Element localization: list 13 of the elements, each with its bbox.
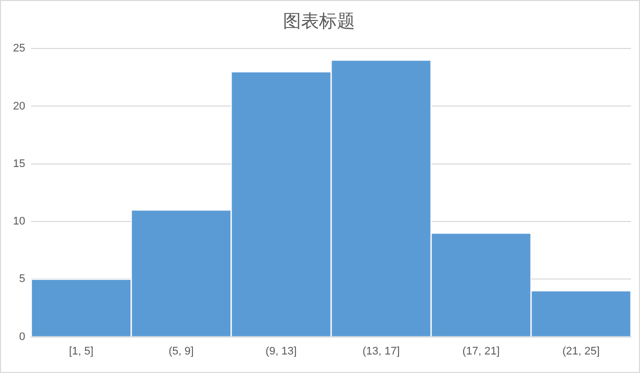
x-tick-label: (13, 17] [362,345,400,358]
x-tick-label: (9, 13] [266,345,297,358]
x-tick-label: (21, 25] [562,345,600,358]
chart-title: 图表标题 [283,10,355,31]
x-tick-label: (5, 9] [168,345,194,358]
y-tick-label: 25 [12,42,26,55]
x-tick-label: (17, 21] [462,345,500,358]
x-tick-label: [1, 5] [68,345,94,358]
y-tick-label: 5 [19,273,26,286]
y-tick-label: 20 [12,100,26,112]
y-tick-label: 10 [12,216,26,228]
y-tick-label: 0 [19,330,26,343]
y-tick-label: 15 [12,158,26,170]
